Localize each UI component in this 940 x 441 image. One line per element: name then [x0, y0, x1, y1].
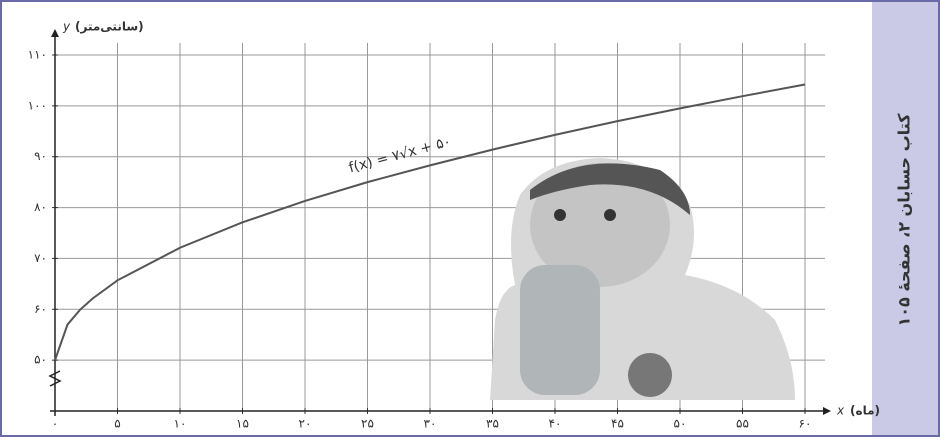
photo-print — [628, 353, 672, 397]
photo-eye — [554, 209, 566, 221]
y-label: (سانتی‌متر) — [75, 20, 144, 34]
x-label: (ماه) — [850, 404, 880, 418]
x-arrow — [823, 407, 831, 415]
photo-eye — [604, 209, 616, 221]
y-tick-label: ۹۰ — [34, 149, 47, 163]
x-tick-label: ۳۰ — [424, 417, 437, 431]
x-tick-label: ۲۰ — [299, 417, 312, 431]
side-strip — [872, 2, 938, 435]
y-tick-label: ۸۰ — [34, 200, 47, 214]
axis-break — [48, 370, 62, 387]
x-var: x — [836, 404, 845, 418]
y-tick-label: ۵۰ — [34, 353, 47, 367]
x-tick-label: ۵۰ — [674, 417, 687, 431]
y-var: y — [62, 20, 71, 34]
x-tick-label: ۳۵ — [486, 417, 499, 431]
photo — [490, 158, 795, 400]
side-note: کتاب حسابان ۲، صفحهٔ ۱۰۵ — [895, 113, 914, 327]
x-tick-label: ۰ — [52, 417, 58, 431]
y-tick-label: ۱۰۰ — [28, 98, 47, 112]
x-tick-label: ۱۵ — [236, 417, 249, 431]
photo-hair — [530, 163, 690, 215]
x-tick-label: ۶۰ — [799, 417, 812, 431]
x-tick-label: ۵۵ — [736, 417, 749, 431]
x-tick-label: ۲۵ — [361, 417, 374, 431]
photo-bottle — [520, 265, 600, 395]
x-tick-label: ۱۰ — [174, 417, 187, 431]
x-tick-label: ۴۵ — [611, 417, 624, 431]
y-tick-label: ۶۰ — [34, 302, 47, 316]
photo-face — [530, 163, 670, 287]
x-tick-label: ۴۰ — [549, 417, 562, 431]
y-tick-label: ۷۰ — [34, 251, 47, 265]
y-arrow — [51, 29, 59, 37]
x-tick-label: ۵ — [114, 417, 120, 431]
curve — [54, 83, 806, 361]
y-tick-label: ۱۱۰ — [28, 48, 47, 62]
